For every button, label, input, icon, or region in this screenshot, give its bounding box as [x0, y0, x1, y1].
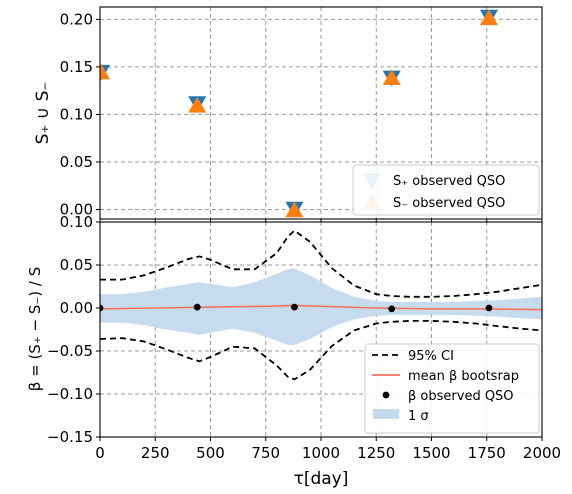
bottom-ytick-label: 0.05: [60, 256, 93, 274]
top-ytick-label: 0.05: [60, 153, 93, 171]
bottom-xtick-label: 1750: [468, 444, 506, 462]
beta-observed-point: [100, 304, 104, 312]
top-ytick-label: 0.10: [60, 105, 93, 123]
top-legend: S₊ observed QSO S₋ observed QSO: [352, 164, 540, 216]
bottom-xlabel: τ[day]: [294, 469, 349, 489]
bottom-ytick-label: −0.10: [47, 385, 93, 403]
sminus-marker: [188, 96, 207, 113]
bottom-xtick-label: 0: [95, 444, 105, 462]
legend-sigma-swatch: [373, 409, 399, 419]
beta-observed-point: [193, 303, 201, 311]
bottom-xtick-label: 1000: [302, 444, 340, 462]
bottom-ylabel: β = (S₊ − S₋) / S: [26, 267, 44, 391]
bottom-plot-area: [100, 229, 542, 381]
bottom-xtick-label: 2000: [523, 444, 561, 462]
bottom-xtick-label: 750: [251, 444, 280, 462]
bottom-ytick-label: 0.10: [60, 213, 93, 231]
top-panel: 0.00 0.05 0.10 0.15 0.20 S₊ observed QSO S₋ ob…: [60, 6, 543, 223]
legend-observed-label: β observed QSO: [408, 389, 514, 404]
top-ytick-label: 0.20: [60, 10, 93, 28]
bottom-ytick-label: −0.15: [47, 428, 93, 446]
legend-sminus-label: S₋ observed QSO: [393, 196, 505, 211]
legend-ci-label: 95% CI: [408, 349, 454, 364]
sminus-marker: [285, 201, 304, 218]
legend-splus-label: S₊ observed QSO: [393, 174, 505, 189]
ci-lower-line: [100, 320, 542, 381]
legend-observed-swatch: [382, 391, 390, 399]
bottom-xtick-label: 250: [141, 444, 170, 462]
beta-observed-point: [388, 305, 396, 313]
bottom-xtick-label: 1500: [412, 444, 450, 462]
sminus-marker: [382, 69, 401, 86]
beta-observed-point: [291, 303, 298, 311]
beta-observed-point: [485, 304, 493, 312]
bottom-xtick-label: 1250: [357, 444, 395, 462]
ci-upper-line: [100, 229, 542, 298]
top-ytick-label: 0.00: [60, 200, 93, 218]
bottom-frame: [99, 221, 543, 438]
bottom-panel: 0 250 500 750 1000 1250 1500 1750 2000 −0.15 −0.10…: [47, 213, 561, 462]
sminus-marker: [479, 9, 498, 26]
top-legend-box: [352, 164, 540, 216]
mean-bootstrap-line: [100, 304, 542, 311]
top-ylabel: S₊ ∪ S₋: [33, 82, 53, 145]
top-frame: [99, 6, 543, 220]
bottom-legend: 95% CI mean β bootsrap β observed QSO 1 σ: [364, 343, 540, 434]
legend-sigma-label: 1 σ: [408, 409, 429, 424]
top-ytick-label: 0.15: [60, 58, 93, 76]
bottom-ytick-label: −0.05: [47, 342, 93, 360]
sminus-marker: [100, 63, 111, 80]
bottom-legend-box: [364, 343, 540, 434]
bottom-ytick-label: 0.00: [60, 299, 93, 317]
legend-mean-label: mean β bootsrap: [408, 369, 519, 384]
bottom-xtick-label: 500: [196, 444, 225, 462]
